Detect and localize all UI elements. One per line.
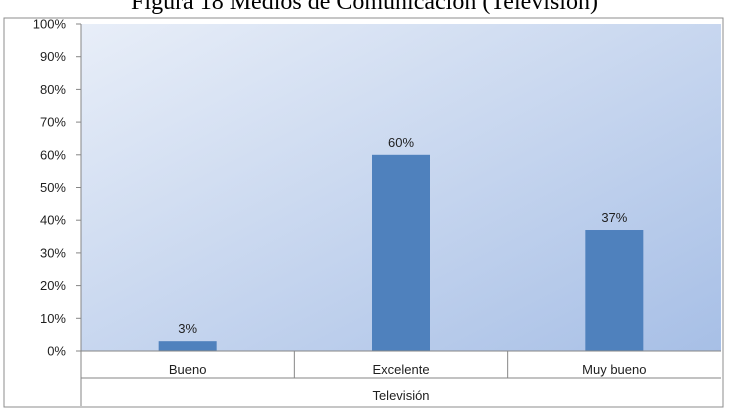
x-tick-label: Excelente [372,362,429,377]
y-tick-label: 30% [40,245,66,260]
bar-data-label: 60% [388,135,414,150]
x-tick-label: Muy bueno [582,362,646,377]
figure-caption: Figura 18 Medios de Comunicación (Televi… [131,0,598,15]
y-tick-label: 50% [40,180,66,195]
y-tick-label: 100% [33,17,67,32]
x-tick-label: Bueno [169,362,207,377]
x-axis: Bueno Excelente Muy bueno [80,350,721,406]
y-tick-label: 80% [40,82,66,97]
y-tick-label: 10% [40,311,66,326]
bar [585,230,644,351]
y-tick-label: 60% [40,147,66,162]
y-tick-label: 0% [47,344,66,359]
y-axis: 0% 10% 20% 30% 40% 50% 60% 70% 80% 90% 100% [33,17,82,359]
bar [372,154,430,351]
y-tick-label: 90% [40,49,66,64]
bar-data-label: 37% [601,210,627,225]
y-tick-label: 20% [40,278,66,293]
bar-data-label: 3% [178,321,197,336]
y-tick-label: 40% [40,213,66,228]
bars: 3% 60% 37% [158,135,644,351]
bar [158,341,217,351]
y-tick-label: 70% [40,115,66,130]
x-axis-title: Televisión [372,388,429,403]
